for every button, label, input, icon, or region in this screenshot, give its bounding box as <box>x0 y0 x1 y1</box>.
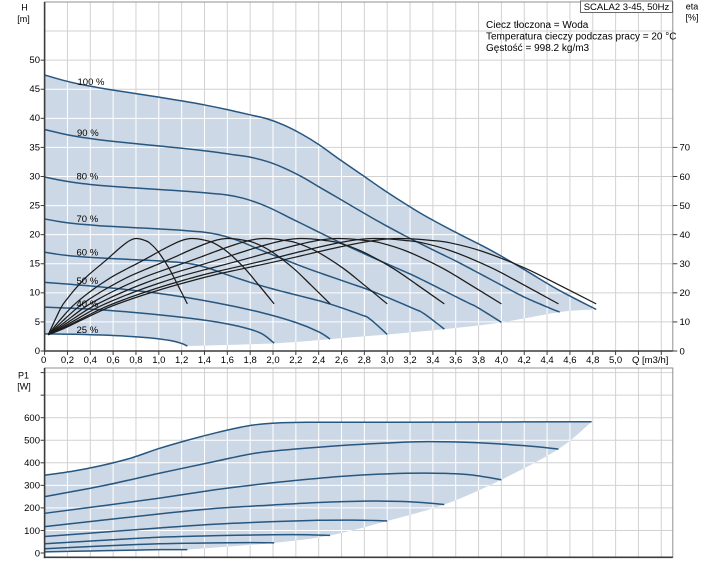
svg-text:0: 0 <box>35 548 40 559</box>
svg-text:400: 400 <box>24 458 40 469</box>
svg-text:90 %: 90 % <box>77 128 99 139</box>
svg-text:4,6: 4,6 <box>563 355 576 366</box>
svg-text:4,0: 4,0 <box>495 355 508 366</box>
svg-text:25: 25 <box>29 200 40 211</box>
svg-text:500: 500 <box>24 436 40 447</box>
svg-text:35: 35 <box>29 142 40 153</box>
svg-text:1,6: 1,6 <box>221 355 234 366</box>
svg-text:300: 300 <box>24 481 40 492</box>
svg-text:SCALA2 3-45, 50Hz: SCALA2 3-45, 50Hz <box>584 2 670 13</box>
svg-text:0: 0 <box>35 346 40 357</box>
svg-text:100 %: 100 % <box>78 77 105 88</box>
svg-text:[%]: [%] <box>685 13 698 23</box>
svg-text:Gęstość = 998.2 kg/m3: Gęstość = 998.2 kg/m3 <box>486 43 590 54</box>
svg-text:1,4: 1,4 <box>198 355 211 366</box>
svg-text:10: 10 <box>680 317 691 328</box>
svg-text:2,4: 2,4 <box>312 355 325 366</box>
svg-text:3,6: 3,6 <box>449 355 462 366</box>
svg-text:15: 15 <box>29 259 40 270</box>
svg-text:70 %: 70 % <box>77 214 99 225</box>
svg-text:2,2: 2,2 <box>289 355 302 366</box>
svg-text:45: 45 <box>29 84 40 95</box>
svg-text:60 %: 60 % <box>77 248 99 259</box>
svg-text:2,8: 2,8 <box>358 355 371 366</box>
svg-text:1,2: 1,2 <box>175 355 188 366</box>
svg-text:25 %: 25 % <box>77 325 99 336</box>
svg-text:0,2: 0,2 <box>61 355 74 366</box>
svg-text:50 %: 50 % <box>77 276 99 287</box>
svg-text:40: 40 <box>680 230 691 241</box>
svg-text:0,4: 0,4 <box>84 355 97 366</box>
svg-text:1,8: 1,8 <box>244 355 257 366</box>
svg-text:eta: eta <box>686 2 699 12</box>
svg-text:10: 10 <box>29 288 40 299</box>
svg-text:Q [m3/h]: Q [m3/h] <box>632 355 668 366</box>
svg-text:1,0: 1,0 <box>152 355 165 366</box>
svg-text:4,2: 4,2 <box>518 355 531 366</box>
svg-text:0: 0 <box>680 346 685 357</box>
svg-text:40: 40 <box>29 113 40 124</box>
svg-text:[m]: [m] <box>17 14 30 24</box>
svg-text:5: 5 <box>35 317 40 328</box>
svg-text:200: 200 <box>24 503 40 514</box>
svg-text:50: 50 <box>680 201 691 212</box>
svg-text:3,0: 3,0 <box>381 355 394 366</box>
svg-text:30: 30 <box>680 259 691 270</box>
svg-text:600: 600 <box>24 413 40 424</box>
svg-text:80 %: 80 % <box>77 172 99 183</box>
svg-text:0,8: 0,8 <box>129 355 142 366</box>
svg-text:40 %: 40 % <box>77 299 99 310</box>
svg-text:Temperatura cieczy podczas pra: Temperatura cieczy podczas pracy = 20 °C <box>486 31 676 42</box>
svg-text:[W]: [W] <box>17 382 31 392</box>
svg-text:3,4: 3,4 <box>426 355 439 366</box>
svg-text:70: 70 <box>680 143 691 154</box>
svg-text:0,6: 0,6 <box>107 355 120 366</box>
svg-text:50: 50 <box>29 55 40 66</box>
svg-text:30: 30 <box>29 171 40 182</box>
svg-text:2,6: 2,6 <box>335 355 348 366</box>
svg-text:4,4: 4,4 <box>540 355 553 366</box>
svg-text:0: 0 <box>41 355 46 366</box>
svg-text:2,0: 2,0 <box>266 355 279 366</box>
svg-text:4,8: 4,8 <box>586 355 599 366</box>
svg-text:20: 20 <box>680 288 691 299</box>
svg-text:P1: P1 <box>18 371 29 381</box>
svg-text:H: H <box>21 2 28 12</box>
svg-text:100: 100 <box>24 526 40 537</box>
svg-text:60: 60 <box>680 172 691 183</box>
svg-text:3,2: 3,2 <box>403 355 416 366</box>
svg-text:5,0: 5,0 <box>609 355 622 366</box>
svg-text:Ciecz tłoczona = Woda: Ciecz tłoczona = Woda <box>486 20 589 31</box>
svg-text:3,8: 3,8 <box>472 355 485 366</box>
svg-text:20: 20 <box>29 230 40 241</box>
